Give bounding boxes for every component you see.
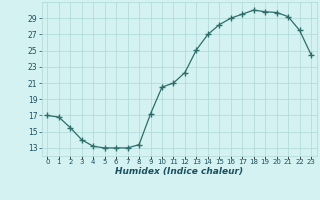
X-axis label: Humidex (Indice chaleur): Humidex (Indice chaleur) (115, 167, 243, 176)
